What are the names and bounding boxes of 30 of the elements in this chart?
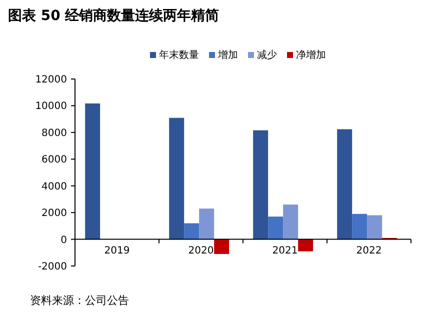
x-tick-label: 2021	[272, 245, 298, 256]
legend-label: 减少	[257, 49, 277, 61]
bar	[169, 118, 184, 240]
bar	[268, 216, 284, 240]
bar	[352, 214, 368, 240]
y-tick-label: 10000	[35, 101, 67, 112]
legend-label: 增加	[217, 49, 238, 61]
y-tick-label: 6000	[42, 154, 67, 166]
bar	[283, 204, 298, 240]
y-tick-label: 4000	[42, 181, 67, 192]
chart-title: 图表 50 经销商数量连续两年精简	[8, 7, 220, 24]
legend-label: 年末数量	[159, 49, 199, 61]
legend-label: 净增加	[296, 49, 326, 61]
bar	[199, 208, 214, 240]
x-tick-label: 2020	[188, 245, 214, 256]
y-tick-label: 2000	[42, 208, 67, 220]
bar	[298, 239, 314, 252]
bar	[253, 130, 268, 240]
bar	[367, 215, 382, 240]
bar	[337, 129, 352, 240]
y-tick-label: 8000	[42, 128, 67, 139]
bar	[214, 239, 230, 254]
y-tick-label: 0	[60, 234, 67, 246]
bar	[184, 223, 200, 240]
bar	[85, 103, 100, 240]
x-tick-label: 2022	[356, 245, 382, 256]
y-tick-label: 12000	[35, 74, 67, 86]
y-tick-label: -2000	[38, 262, 67, 272]
x-tick-label: 2019	[104, 245, 130, 256]
text: 资料来源：公司公告	[30, 294, 129, 307]
